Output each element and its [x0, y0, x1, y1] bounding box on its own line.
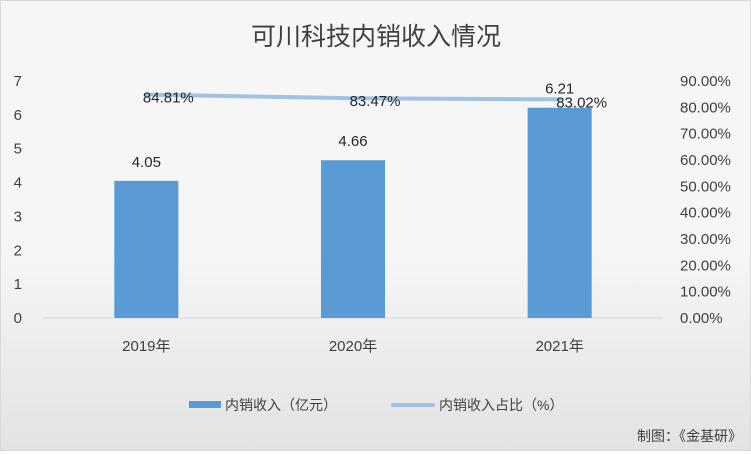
left-axis-tick-label: 3: [14, 208, 22, 225]
right-axis-tick-label: 10.00%: [680, 284, 731, 301]
bar-series: 4.05 4.66 6.21: [114, 81, 592, 318]
x-axis-tick-label: 2021年: [535, 338, 583, 355]
legend: 内销收入（亿元） 内销收入占比（%）: [189, 397, 563, 413]
x-axis-tick-label: 2019年: [122, 338, 170, 355]
line-series-path: [144, 92, 562, 102]
right-axis-tick-label: 60.00%: [680, 152, 731, 169]
bar: [320, 160, 386, 318]
right-axis-tick-label: 90.00%: [680, 73, 731, 90]
left-y-axis: 0 1 2 3 4 5 6 7: [14, 73, 22, 327]
left-axis-tick-label: 2: [14, 242, 22, 259]
left-axis-tick-label: 6: [14, 107, 22, 124]
left-axis-tick-label: 1: [14, 276, 22, 293]
x-axis-tick-label: 2020年: [329, 338, 377, 355]
x-axis: 2019年 2020年 2021年: [122, 338, 584, 355]
right-axis-tick-label: 70.00%: [680, 126, 731, 143]
legend-label-bar: 内销收入（亿元）: [225, 397, 337, 413]
left-axis-tick-label: 7: [14, 73, 22, 90]
chart-title: 可川科技内销收入情况: [251, 22, 501, 51]
bar-data-label: 4.66: [338, 133, 367, 150]
line-data-label: 83.02%: [556, 94, 607, 111]
left-axis-tick-label: 0: [14, 310, 22, 327]
right-y-axis: 0.00% 10.00% 20.00% 30.00% 40.00% 50.00% 60.00…: [680, 73, 731, 327]
right-axis-tick-label: 80.00%: [680, 99, 731, 116]
right-axis-tick-label: 40.00%: [680, 205, 731, 222]
right-axis-tick-label: 0.00%: [680, 310, 723, 327]
credit-text: 制图：《金基研》: [637, 428, 742, 444]
bar-data-label: 4.05: [132, 154, 161, 171]
right-axis-tick-label: 30.00%: [680, 231, 731, 248]
line-data-label: 84.81%: [143, 90, 194, 107]
left-axis-tick-label: 5: [14, 141, 22, 158]
bar: [114, 180, 179, 318]
right-axis-tick-label: 50.00%: [680, 178, 731, 195]
left-axis-tick-label: 4: [14, 175, 22, 192]
legend-swatch-bar: [189, 401, 221, 408]
legend-label-line: 内销收入占比（%）: [439, 397, 563, 413]
bar-data-label: 6.21: [545, 81, 574, 98]
line-series: 84.81% 83.47% 83.02%: [143, 90, 607, 112]
bar: [527, 107, 592, 318]
right-axis-tick-label: 20.00%: [680, 257, 731, 274]
line-data-label: 83.47%: [350, 93, 401, 110]
